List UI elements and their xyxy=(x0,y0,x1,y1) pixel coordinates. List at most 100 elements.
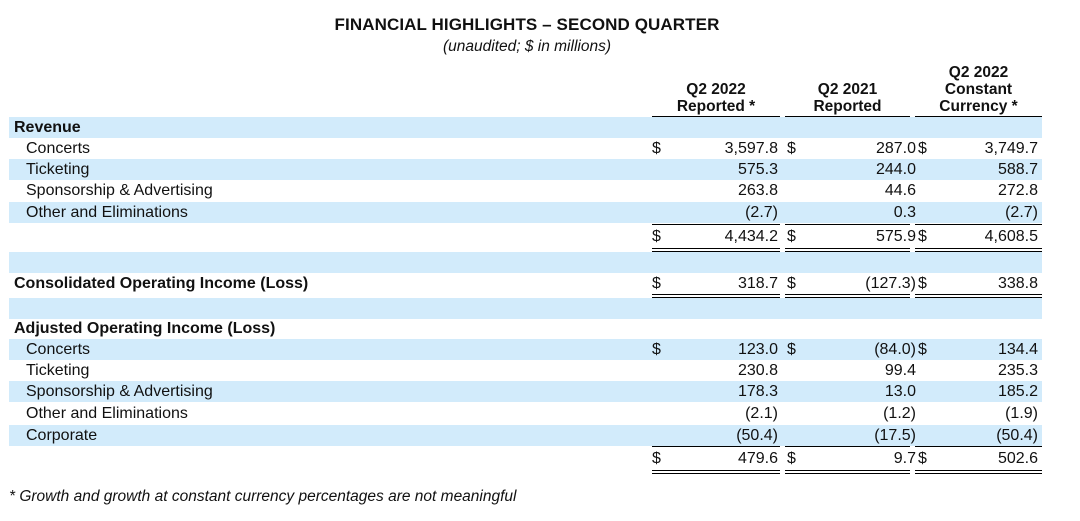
row-label: Corporate xyxy=(26,427,98,444)
table-row-adjusted-concerts: Concerts $ 123.0 $ (84.0) $ 134.4 xyxy=(9,339,1042,360)
total-q2-2021: 9.7 xyxy=(893,450,916,467)
dollar-sign: $ xyxy=(652,228,661,245)
table-row-revenue-sponsorship: Sponsorship & Advertising 263.8 44.6 272… xyxy=(9,180,1042,201)
column-header-line1: Q2 2022 xyxy=(948,64,1009,81)
column-header-line1 xyxy=(785,64,910,81)
dollar-sign: $ xyxy=(787,341,796,358)
page-title: FINANCIAL HIGHLIGHTS – SECOND QUARTER xyxy=(334,15,720,34)
value-q2-2021: (17.5) xyxy=(874,427,916,444)
row-label: Sponsorship & Advertising xyxy=(26,383,213,400)
section-heading-revenue: Revenue xyxy=(9,117,1042,138)
total-double-rule xyxy=(915,470,1042,471)
value-q2-2021: 0.3 xyxy=(893,204,916,221)
table-row-adjusted-corporate: Corporate (50.4) (17.5) (50.4) xyxy=(9,425,1042,446)
dollar-sign: $ xyxy=(787,450,796,467)
table-row-revenue-total: $ 4,434.2 $ 575.9 $ 4,608.5 xyxy=(9,226,1042,247)
value-q2-2021: 13.0 xyxy=(884,383,916,400)
value-q2-2022: (50.4) xyxy=(736,427,778,444)
value-constant-currency: 3,749.7 xyxy=(984,140,1038,157)
subtotal-rule xyxy=(785,224,910,225)
value-q2-2022: 263.8 xyxy=(737,182,778,199)
total-constant-currency: 4,608.5 xyxy=(984,228,1038,245)
dollar-sign: $ xyxy=(787,275,796,292)
value-q2-2022: (2.1) xyxy=(745,405,778,422)
row-label: Consolidated Operating Income (Loss) xyxy=(14,275,309,292)
dollar-sign: $ xyxy=(652,275,661,292)
value-q2-2022: 178.3 xyxy=(737,383,778,400)
total-double-rule xyxy=(785,470,910,471)
table-row-adjusted-sponsorship: Sponsorship & Advertising 178.3 13.0 185… xyxy=(9,381,1042,402)
total-double-rule xyxy=(915,248,1042,249)
total-double-rule xyxy=(785,294,910,295)
total-double-rule xyxy=(652,470,780,471)
value-constant-currency: 338.8 xyxy=(997,275,1038,292)
total-constant-currency: 502.6 xyxy=(997,450,1038,467)
total-double-rule xyxy=(785,297,910,298)
section-heading-label: Revenue xyxy=(14,119,81,136)
table-row-adjusted-other: Other and Eliminations (2.1) (1.2) (1.9) xyxy=(9,403,1042,424)
dollar-sign: $ xyxy=(918,341,927,358)
column-header-line3: Currency * xyxy=(939,98,1018,115)
column-header-underline xyxy=(785,116,910,117)
value-constant-currency: 134.4 xyxy=(997,341,1038,358)
value-constant-currency: 235.3 xyxy=(997,362,1038,379)
total-double-rule xyxy=(915,294,1042,295)
column-header-line2: Constant xyxy=(944,81,1013,98)
table-row-adjusted-total: $ 479.6 $ 9.7 $ 502.6 xyxy=(9,448,1042,469)
value-q2-2022: 3,597.8 xyxy=(724,140,778,157)
value-q2-2022: 123.0 xyxy=(737,341,778,358)
value-q2-2021: 44.6 xyxy=(884,182,916,199)
column-header-line3: Reported xyxy=(813,98,882,115)
spacer-row xyxy=(9,298,1042,319)
value-constant-currency: (1.9) xyxy=(1005,405,1038,422)
value-q2-2022: 575.3 xyxy=(737,161,778,178)
value-q2-2021: (1.2) xyxy=(883,405,916,422)
column-header-line3: Reported * xyxy=(676,98,756,115)
row-label: Sponsorship & Advertising xyxy=(26,182,213,199)
total-double-rule xyxy=(915,251,1042,252)
subtotal-rule xyxy=(915,446,1042,447)
dollar-sign: $ xyxy=(918,275,927,292)
column-header-constant-currency: Q2 2022 Constant Currency * xyxy=(915,64,1042,115)
page-subtitle: (unaudited; $ in millions) xyxy=(442,38,611,55)
table-row-revenue-other: Other and Eliminations (2.7) 0.3 (2.7) xyxy=(9,202,1042,223)
value-q2-2022: 318.7 xyxy=(737,275,778,292)
column-header-underline xyxy=(652,116,780,117)
dollar-sign: $ xyxy=(918,140,927,157)
value-q2-2022: (2.7) xyxy=(745,204,778,221)
column-header-q2-2022-reported: Q2 2022 Reported * xyxy=(652,64,780,115)
column-header-q2-2021-reported: Q2 2021 Reported xyxy=(785,64,910,115)
section-heading-adjusted-operating-income: Adjusted Operating Income (Loss) xyxy=(9,318,1042,339)
footnote: * Growth and growth at constant currency… xyxy=(9,488,517,505)
value-q2-2021: 99.4 xyxy=(884,362,916,379)
column-header-line1 xyxy=(652,64,780,81)
column-header-underline xyxy=(915,116,1042,117)
value-q2-2021: (127.3) xyxy=(865,275,916,292)
dollar-sign: $ xyxy=(918,450,927,467)
column-header-line2: Q2 2021 xyxy=(817,81,878,98)
row-label: Ticketing xyxy=(26,161,90,178)
total-double-rule xyxy=(785,251,910,252)
subtotal-rule xyxy=(915,224,1042,225)
value-q2-2021: 287.0 xyxy=(875,140,916,157)
total-double-rule xyxy=(652,251,780,252)
total-q2-2021: 575.9 xyxy=(875,228,916,245)
row-label: Concerts xyxy=(26,341,91,358)
value-q2-2022: 230.8 xyxy=(737,362,778,379)
value-constant-currency: 588.7 xyxy=(997,161,1038,178)
total-double-rule xyxy=(915,473,1042,474)
total-double-rule xyxy=(652,294,780,295)
total-double-rule xyxy=(785,248,910,249)
row-label: Ticketing xyxy=(26,362,90,379)
row-label: Concerts xyxy=(26,140,91,157)
value-q2-2021: 244.0 xyxy=(875,161,916,178)
dollar-sign: $ xyxy=(787,140,796,157)
value-q2-2021: (84.0) xyxy=(874,341,916,358)
total-q2-2022: 4,434.2 xyxy=(724,228,778,245)
subtotal-rule xyxy=(652,224,780,225)
total-double-rule xyxy=(785,473,910,474)
table-row-consolidated-operating-income: Consolidated Operating Income (Loss) $ 3… xyxy=(9,273,1042,294)
dollar-sign: $ xyxy=(918,228,927,245)
dollar-sign: $ xyxy=(787,228,796,245)
total-double-rule xyxy=(652,248,780,249)
